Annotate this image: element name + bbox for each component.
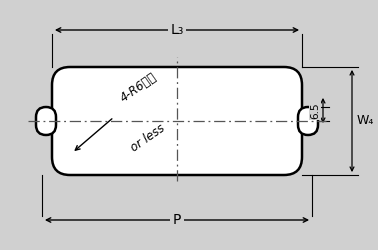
Text: 4-R6以下: 4-R6以下 [118, 70, 160, 105]
Text: or less: or less [128, 122, 167, 155]
Text: W₄: W₄ [357, 114, 374, 128]
Text: P: P [173, 213, 181, 227]
Text: L₃: L₃ [170, 23, 184, 37]
Text: 6.5: 6.5 [310, 102, 320, 119]
FancyBboxPatch shape [52, 67, 302, 175]
FancyBboxPatch shape [298, 107, 318, 135]
FancyBboxPatch shape [36, 107, 56, 135]
